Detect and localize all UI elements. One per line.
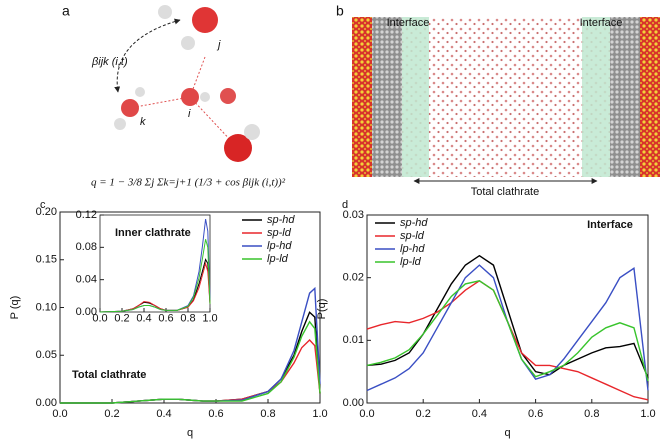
y-axis-label: P (q) [9, 296, 21, 320]
liquid-region [640, 17, 660, 177]
panel-a: a βijk (i,t) j k i q = 1 − 3/8 Σj Σk=j+1… [62, 3, 286, 189]
atom [158, 5, 172, 19]
legend-label: sp-ld [267, 227, 292, 239]
series-line [60, 320, 321, 404]
interface-band [402, 17, 429, 177]
x-axis-label: q [187, 427, 193, 439]
y-tick-label: 0.05 [36, 349, 57, 361]
x-tick-label: 0.6 [528, 408, 543, 420]
x-tick-label: 0.2 [114, 312, 129, 324]
y-tick-label: 0.00 [76, 306, 97, 318]
y-axis-label: P(q) [316, 299, 328, 320]
atom-label: k [140, 116, 146, 128]
annotation: Total clathrate [72, 369, 146, 381]
bond [189, 56, 206, 98]
panel-label: c [40, 199, 46, 211]
annotation: Interface [587, 219, 633, 231]
atom [220, 88, 236, 104]
interface-label: Interface [387, 17, 430, 29]
interface-label: Interface [580, 17, 623, 29]
x-tick-label: 1.0 [640, 408, 655, 420]
bond [189, 96, 236, 146]
legend-label: sp-hd [400, 217, 428, 229]
y-tick-label: 0.02 [343, 272, 364, 284]
interface-band [582, 17, 610, 177]
x-tick-label: 0.2 [104, 408, 119, 420]
x-tick-label: 0.4 [156, 408, 171, 420]
y-tick-label: 0.12 [76, 209, 97, 221]
atom [181, 88, 199, 106]
atom [114, 118, 126, 130]
x-tick-label: 1.0 [312, 408, 327, 420]
liquid-region [352, 17, 372, 177]
y-tick-label: 0.15 [36, 254, 57, 266]
y-tick-label: 0.03 [343, 209, 364, 221]
legend-label: sp-ld [400, 230, 425, 242]
atom-label: i [188, 108, 191, 120]
series-line [99, 239, 211, 313]
series-line [366, 254, 649, 379]
formula: q = 1 − 3/8 Σj Σk=j+1 (1/3 + cos βijk (i… [91, 177, 286, 189]
panel-label: d [342, 199, 348, 211]
atom [121, 99, 139, 117]
y-tick-label: 0.00 [343, 397, 364, 409]
legend-label: lp-ld [267, 253, 289, 265]
y-tick-label: 0.01 [343, 334, 364, 346]
atom [192, 7, 218, 33]
solid-region [372, 17, 402, 177]
plot-area [99, 214, 211, 313]
total-label: Total clathrate [471, 186, 539, 198]
series-line [366, 280, 649, 382]
atom [224, 134, 252, 162]
x-tick-label: 1.0 [202, 312, 217, 324]
inset-chart: 0.0 0.2 0.4 0.6 0.8 1.0 0.00 0.04 0.08 0.12 Inner … [76, 209, 218, 325]
solid-region [610, 17, 640, 177]
angle-label: βijk (i,t) [91, 56, 128, 68]
x-axis-label: q [504, 427, 510, 439]
legend-label: lp-hd [400, 243, 425, 255]
x-tick-label: 0.0 [359, 408, 374, 420]
x-tick-label: 0.2 [416, 408, 431, 420]
legend-label: lp-hd [267, 240, 292, 252]
x-tick-label: 0.0 [52, 408, 67, 420]
atom [181, 36, 195, 50]
panel-label: b [336, 3, 344, 19]
legend-label: lp-ld [400, 256, 422, 268]
inset-title: Inner clathrate [115, 227, 191, 239]
x-tick-label: 0.8 [584, 408, 599, 420]
y-tick-label: 0.04 [76, 274, 97, 286]
atom [244, 124, 260, 140]
atom [135, 87, 145, 97]
panel-label: a [62, 3, 70, 19]
x-tick-label: 0.8 [180, 312, 195, 324]
y-tick-label: 0.20 [36, 206, 57, 218]
panel-b: b Interface Interface Total clathrate [336, 3, 660, 198]
x-tick-label: 0.8 [260, 408, 275, 420]
x-tick-label: 0.6 [208, 408, 223, 420]
atom [200, 92, 210, 102]
x-tick-label: 0.4 [472, 408, 487, 420]
bond [129, 96, 191, 109]
x-tick-label: 0.0 [92, 312, 107, 324]
y-tick-label: 0.10 [36, 301, 57, 313]
x-tick-label: 0.6 [158, 312, 173, 324]
atom-label: j [216, 39, 221, 51]
y-tick-label: 0.00 [36, 397, 57, 409]
chart: 0.0 0.2 0.4 0.6 0.8 1.0 0.00 0.01 0.02 0.03 q P(q) d… [316, 199, 656, 439]
y-tick-label: 0.08 [76, 241, 97, 253]
legend-label: sp-hd [267, 214, 295, 226]
x-tick-label: 0.4 [136, 312, 151, 324]
